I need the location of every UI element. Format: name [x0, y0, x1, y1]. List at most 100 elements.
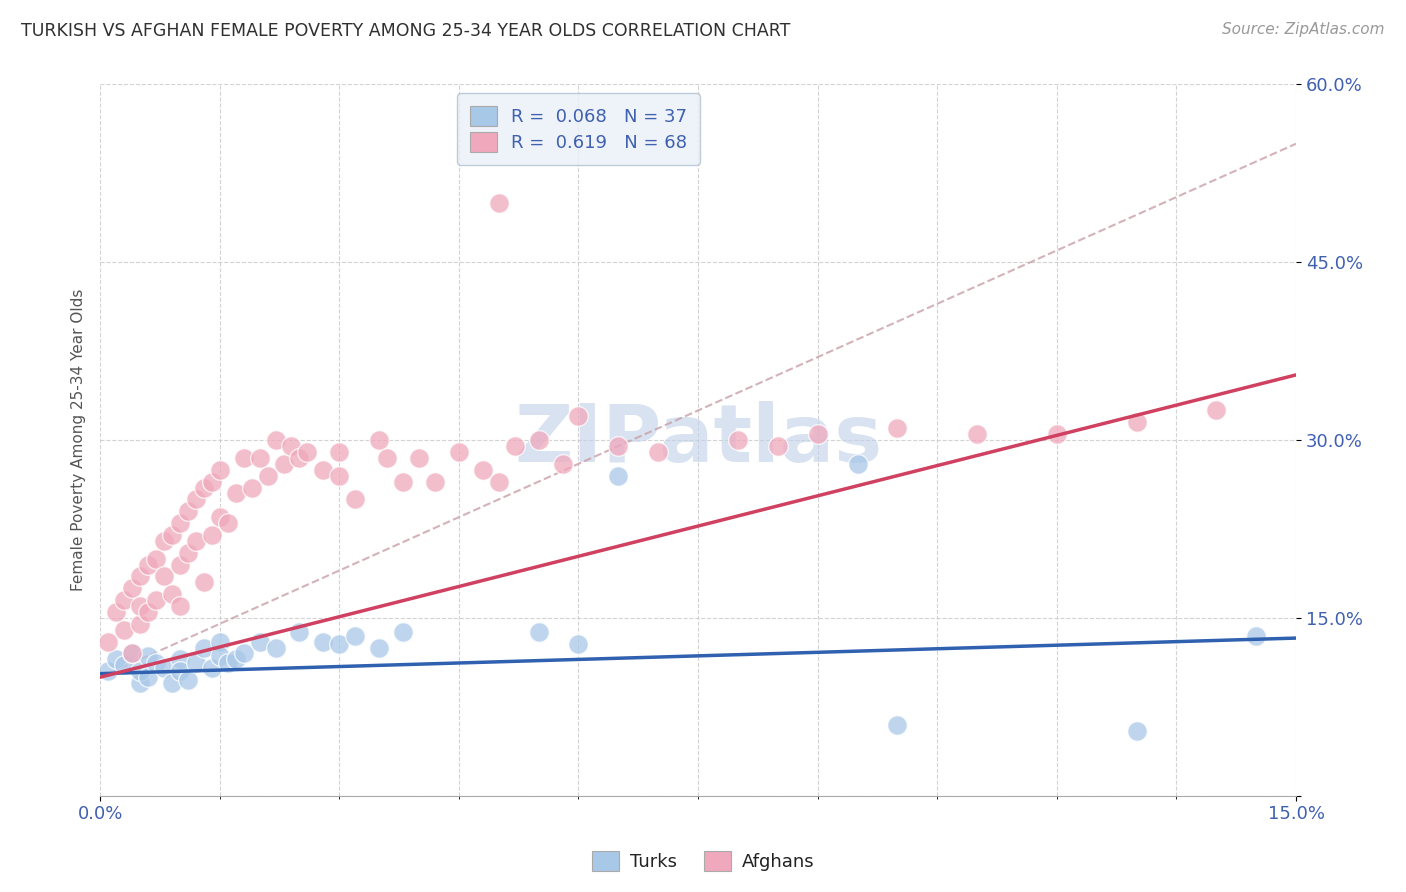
Point: [153, 661, 176, 675]
Point: [886, 421, 908, 435]
Point: [232, 450, 254, 465]
Point: [129, 665, 152, 679]
Point: [177, 504, 200, 518]
Point: [328, 445, 350, 459]
Point: [208, 510, 231, 524]
Point: [344, 629, 367, 643]
Point: [288, 450, 311, 465]
Point: [129, 569, 152, 583]
Point: [169, 599, 191, 613]
Point: [136, 605, 159, 619]
Point: [169, 652, 191, 666]
Point: [1046, 427, 1069, 442]
Point: [201, 661, 224, 675]
Point: [312, 634, 335, 648]
Point: [886, 717, 908, 731]
Y-axis label: Female Poverty Among 25-34 Year Olds: Female Poverty Among 25-34 Year Olds: [72, 289, 86, 591]
Point: [249, 634, 271, 648]
Point: [1125, 723, 1147, 738]
Point: [153, 569, 176, 583]
Point: [225, 652, 247, 666]
Point: [264, 640, 287, 655]
Point: [97, 634, 120, 648]
Point: [129, 599, 152, 613]
Point: [1125, 415, 1147, 429]
Point: [471, 463, 494, 477]
Point: [297, 445, 319, 459]
Point: [328, 637, 350, 651]
Point: [193, 481, 215, 495]
Point: [527, 433, 550, 447]
Point: [193, 640, 215, 655]
Point: [273, 457, 295, 471]
Point: [551, 457, 574, 471]
Point: [727, 433, 749, 447]
Point: [328, 468, 350, 483]
Point: [201, 475, 224, 489]
Point: [208, 463, 231, 477]
Point: [145, 551, 167, 566]
Point: [1205, 403, 1227, 417]
Point: [527, 625, 550, 640]
Legend: R =  0.068   N = 37, R =  0.619   N = 68: R = 0.068 N = 37, R = 0.619 N = 68: [457, 94, 700, 165]
Point: [392, 625, 415, 640]
Point: [121, 647, 143, 661]
Point: [169, 516, 191, 530]
Point: [136, 670, 159, 684]
Point: [129, 616, 152, 631]
Point: [225, 486, 247, 500]
Point: [121, 647, 143, 661]
Point: [256, 468, 278, 483]
Point: [488, 196, 510, 211]
Point: [240, 481, 263, 495]
Point: [97, 665, 120, 679]
Point: [112, 658, 135, 673]
Point: [567, 409, 589, 424]
Point: [288, 625, 311, 640]
Point: [766, 439, 789, 453]
Point: [807, 427, 830, 442]
Point: [647, 445, 669, 459]
Point: [408, 450, 430, 465]
Point: [488, 475, 510, 489]
Point: [966, 427, 988, 442]
Point: [184, 533, 207, 548]
Point: [169, 558, 191, 572]
Point: [153, 533, 176, 548]
Point: [607, 439, 630, 453]
Point: [105, 605, 128, 619]
Point: [177, 673, 200, 687]
Point: [232, 647, 254, 661]
Point: [217, 516, 239, 530]
Point: [129, 676, 152, 690]
Point: [160, 587, 183, 601]
Point: [375, 450, 398, 465]
Point: [184, 492, 207, 507]
Point: [136, 558, 159, 572]
Point: [160, 676, 183, 690]
Point: [208, 648, 231, 663]
Point: [121, 582, 143, 596]
Point: [145, 656, 167, 670]
Point: [112, 623, 135, 637]
Point: [105, 652, 128, 666]
Point: [567, 637, 589, 651]
Point: [392, 475, 415, 489]
Text: Source: ZipAtlas.com: Source: ZipAtlas.com: [1222, 22, 1385, 37]
Point: [368, 433, 391, 447]
Point: [217, 656, 239, 670]
Legend: Turks, Afghans: Turks, Afghans: [585, 844, 821, 879]
Text: TURKISH VS AFGHAN FEMALE POVERTY AMONG 25-34 YEAR OLDS CORRELATION CHART: TURKISH VS AFGHAN FEMALE POVERTY AMONG 2…: [21, 22, 790, 40]
Point: [160, 528, 183, 542]
Point: [368, 640, 391, 655]
Point: [136, 648, 159, 663]
Point: [264, 433, 287, 447]
Point: [447, 445, 470, 459]
Point: [145, 593, 167, 607]
Point: [607, 468, 630, 483]
Point: [344, 492, 367, 507]
Point: [1244, 629, 1267, 643]
Point: [280, 439, 302, 453]
Point: [184, 656, 207, 670]
Point: [193, 575, 215, 590]
